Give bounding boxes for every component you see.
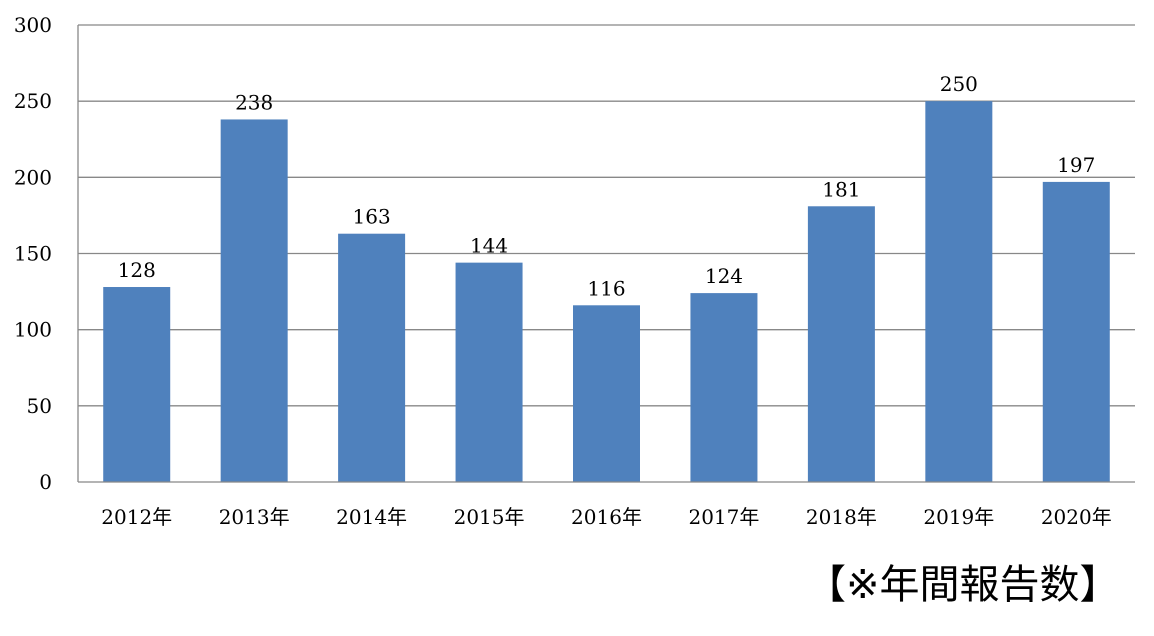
y-tick-label: 250 bbox=[14, 89, 52, 113]
x-tick-label: 2017年 bbox=[688, 505, 759, 529]
x-tick-label: 2015年 bbox=[454, 505, 525, 529]
data-label: 163 bbox=[353, 205, 391, 229]
y-tick-label: 50 bbox=[27, 394, 52, 418]
bar bbox=[573, 305, 640, 482]
x-tick-label: 2020年 bbox=[1041, 505, 1112, 529]
bar bbox=[690, 293, 758, 482]
chart-caption: 【※年間報告数】 bbox=[806, 562, 1120, 608]
bar bbox=[338, 233, 406, 482]
x-tick-label: 2019年 bbox=[923, 505, 994, 529]
data-labels: 128 238 163 144 116 124 181 250 197 bbox=[118, 72, 1096, 300]
bar bbox=[807, 206, 875, 482]
y-axis-ticks: 0 50 100 150 200 250 300 bbox=[14, 13, 52, 494]
y-tick-label: 0 bbox=[39, 470, 52, 494]
y-tick-label: 150 bbox=[14, 242, 52, 266]
bar bbox=[455, 262, 523, 482]
y-tick-label: 100 bbox=[14, 318, 52, 342]
x-tick-label: 2016年 bbox=[571, 505, 642, 529]
data-label: 181 bbox=[822, 177, 860, 201]
x-axis-ticks: 2012年 2013年 2014年 2015年 2016年 2017年 2018年 2019年… bbox=[101, 505, 1111, 529]
x-tick-label: 2018年 bbox=[806, 505, 877, 529]
y-tick-label: 300 bbox=[14, 13, 52, 37]
axes bbox=[77, 25, 1135, 483]
data-label: 250 bbox=[940, 72, 978, 96]
bar bbox=[1042, 181, 1110, 483]
x-tick-label: 2012年 bbox=[101, 505, 172, 529]
y-tick-label: 200 bbox=[14, 165, 52, 189]
data-label: 197 bbox=[1057, 153, 1095, 177]
bar bbox=[103, 287, 171, 482]
bars bbox=[103, 101, 1110, 483]
data-label: 116 bbox=[587, 276, 625, 300]
x-tick-label: 2014年 bbox=[336, 505, 407, 529]
data-label: 238 bbox=[235, 90, 273, 114]
data-label: 144 bbox=[470, 234, 508, 258]
bar bbox=[220, 119, 288, 483]
bar bbox=[925, 101, 993, 483]
data-label: 124 bbox=[705, 264, 743, 288]
data-label: 128 bbox=[118, 258, 156, 282]
x-tick-label: 2013年 bbox=[219, 505, 290, 529]
